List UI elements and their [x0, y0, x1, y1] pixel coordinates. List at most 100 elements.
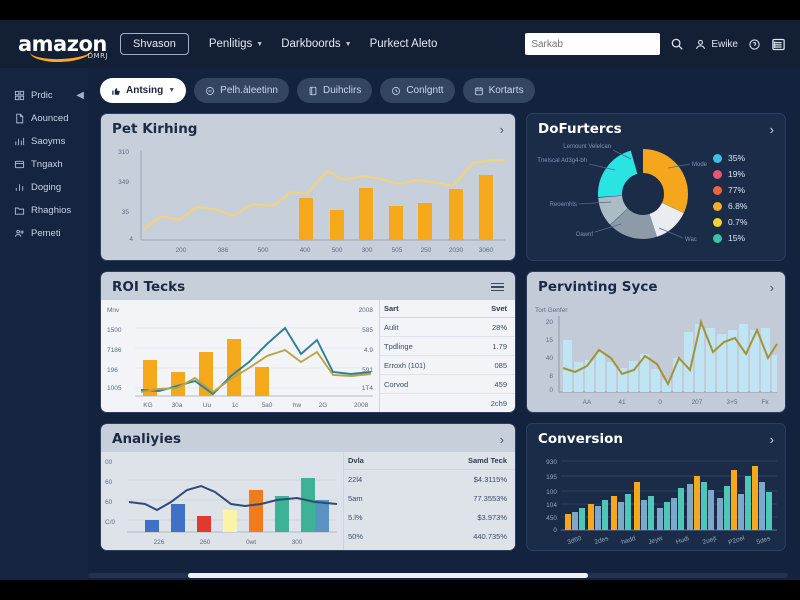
- account-menu[interactable]: Ewike: [694, 38, 738, 51]
- overlay-line: [562, 318, 778, 387]
- hamburger-menu-icon[interactable]: [491, 282, 504, 292]
- nav-item-penlitigs[interactable]: Penlitigs ▼: [209, 38, 263, 50]
- horizontal-scrollbar[interactable]: [88, 573, 788, 578]
- bar-line-chart-svg: Tort Genfer 20 15 40 8 0: [535, 307, 778, 406]
- cell-label: Corvod: [380, 374, 469, 394]
- legend-item[interactable]: 19%: [713, 169, 747, 179]
- legend-item[interactable]: 6.8%: [713, 201, 747, 211]
- legend-item[interactable]: 35%: [713, 153, 747, 163]
- analyies-split: 00 60 60 C/0: [101, 452, 515, 550]
- chevron-right-icon[interactable]: ›: [769, 431, 774, 447]
- svg-text:3060: 3060: [479, 247, 494, 254]
- card-header: ROI Tecks: [101, 272, 515, 300]
- search-icon[interactable]: [670, 37, 684, 51]
- svg-text:hw: hw: [293, 402, 302, 409]
- cell-value: 085: [468, 355, 515, 375]
- sidebar-item-saoyms[interactable]: Saoyms: [0, 130, 88, 153]
- leader-lines: [578, 149, 691, 239]
- legend-color-dot: [713, 169, 722, 179]
- table-total-row: 2ch9: [380, 393, 515, 412]
- svg-text:AA: AA: [583, 399, 592, 406]
- cell-label: Aulit: [380, 317, 469, 337]
- legend-color-dot: [713, 217, 722, 227]
- document-icon: [16, 113, 24, 124]
- page-title: DoFurtercs: [538, 121, 622, 137]
- svg-text:Jeyw: Jeyw: [647, 535, 664, 546]
- svg-text:400: 400: [300, 247, 311, 254]
- chevron-right-icon[interactable]: ›: [499, 121, 504, 137]
- bar-group: [563, 324, 777, 392]
- chevron-right-icon[interactable]: ›: [769, 121, 774, 137]
- page-title: Pet Kirhing: [112, 121, 198, 137]
- svg-text:930: 930: [546, 459, 557, 466]
- card-pervinting-syce: Pervinting Syce › Tort Genfer 20 15 40 8…: [526, 271, 786, 413]
- table-row[interactable]: 5.l% $3.973%: [344, 507, 515, 527]
- account-label: Ewike: [711, 38, 738, 50]
- sidebar-item-doging[interactable]: Doging: [0, 176, 88, 199]
- legend-item[interactable]: 0.7%: [713, 217, 747, 227]
- table-row[interactable]: Aulit 28%: [380, 317, 515, 337]
- amazon-swoosh-icon: [29, 49, 93, 64]
- legend-item[interactable]: 15%: [713, 233, 747, 243]
- svg-text:Wac: Wac: [685, 237, 697, 243]
- chip-pelh-aleetinn[interactable]: Pelh.àleetinn: [194, 78, 289, 103]
- sidebar-item-prdic[interactable]: Prdic: [0, 84, 88, 107]
- amazon-logo[interactable]: amazon DMRJ: [18, 34, 107, 64]
- roi-split: Mnv 2008 1500 7186 196 1005: [101, 300, 515, 412]
- svg-text:104: 104: [546, 502, 557, 509]
- sidebar-item-tngaxh[interactable]: Tngaxh: [0, 153, 88, 176]
- help-circle-icon[interactable]: [748, 38, 761, 51]
- page-title: Analiyies: [112, 431, 182, 447]
- table-row[interactable]: Corvod 459: [380, 374, 515, 394]
- bar-group: [565, 466, 772, 530]
- list-menu-icon[interactable]: [771, 37, 786, 52]
- legend-value: 15%: [728, 233, 746, 243]
- page-title: ROI Tecks: [112, 279, 186, 295]
- header-actions: Ewike: [525, 33, 800, 55]
- cell-label: 5.l%: [344, 507, 405, 527]
- chip-duihclirs[interactable]: Duihclirs: [296, 78, 373, 103]
- table-row[interactable]: 22l4 $4.3115%: [344, 469, 515, 489]
- scrollbar-thumb[interactable]: [188, 573, 588, 578]
- nav-item-purkect-aleto[interactable]: Purkect Aleto: [370, 38, 438, 50]
- card-conversion: Conversion › 930 195 100 104 450 0: [526, 423, 786, 551]
- chip-antsing[interactable]: Antsing ▼: [100, 78, 187, 103]
- brand-subtext: DMRJ: [87, 52, 108, 60]
- nav-item-darkboords[interactable]: Darkboords ▼: [281, 38, 351, 50]
- nav-label: Purkect Aleto: [369, 38, 438, 50]
- search-input[interactable]: [531, 38, 655, 50]
- svg-text:100: 100: [546, 489, 557, 496]
- svg-text:Fk: Fk: [761, 399, 769, 406]
- svg-text:2uejt: 2uejt: [702, 535, 718, 546]
- chart-roi-tracks: Mnv 2008 1500 7186 196 1005: [101, 300, 379, 412]
- table-row[interactable]: 5am 77.3553%: [344, 488, 515, 508]
- olive-line: [140, 348, 372, 394]
- legend-value: 35%: [728, 153, 746, 163]
- sidebar-item-rhaghios[interactable]: Rhaghios: [0, 199, 88, 222]
- legend-item[interactable]: 77%: [713, 185, 747, 195]
- workspace-pill[interactable]: Shvason: [120, 33, 189, 55]
- svg-text:585: 585: [362, 327, 373, 334]
- chip-kortarts[interactable]: Kortarts: [462, 78, 535, 103]
- card-distribution-donut: DoFurtercs ›: [526, 113, 786, 261]
- cell-value: 459: [468, 374, 515, 394]
- table-row[interactable]: Erroxh (101) 085: [380, 355, 515, 375]
- card-performance-overview: Pet Kirhing › 310 349 35 4: [100, 113, 516, 261]
- svg-text:4.9: 4.9: [364, 347, 373, 354]
- svg-text:C/0: C/0: [105, 519, 116, 526]
- search-box[interactable]: [525, 33, 661, 55]
- column-header: Sart: [380, 300, 469, 318]
- sidebar-item-pemeti[interactable]: Pemeti: [0, 222, 88, 245]
- chevron-left-icon[interactable]: ◀: [76, 90, 84, 101]
- calendar-icon: [474, 86, 483, 95]
- thumb-up-icon: [112, 87, 120, 95]
- chevron-right-icon[interactable]: ›: [769, 279, 774, 295]
- table-row[interactable]: Tpdlingе 1.79: [380, 336, 515, 356]
- chevron-right-icon[interactable]: ›: [499, 431, 504, 447]
- sidebar-item-label: Rhaghios: [31, 205, 72, 216]
- sidebar-item-aounced[interactable]: Aounced: [0, 107, 88, 130]
- table-row[interactable]: 50% 440.735%: [344, 526, 515, 546]
- table-header-row: Dvla Samd Teck: [344, 452, 515, 470]
- chip-conlgntt[interactable]: Conlgntt: [380, 78, 455, 103]
- cell-label: 5am: [344, 488, 405, 508]
